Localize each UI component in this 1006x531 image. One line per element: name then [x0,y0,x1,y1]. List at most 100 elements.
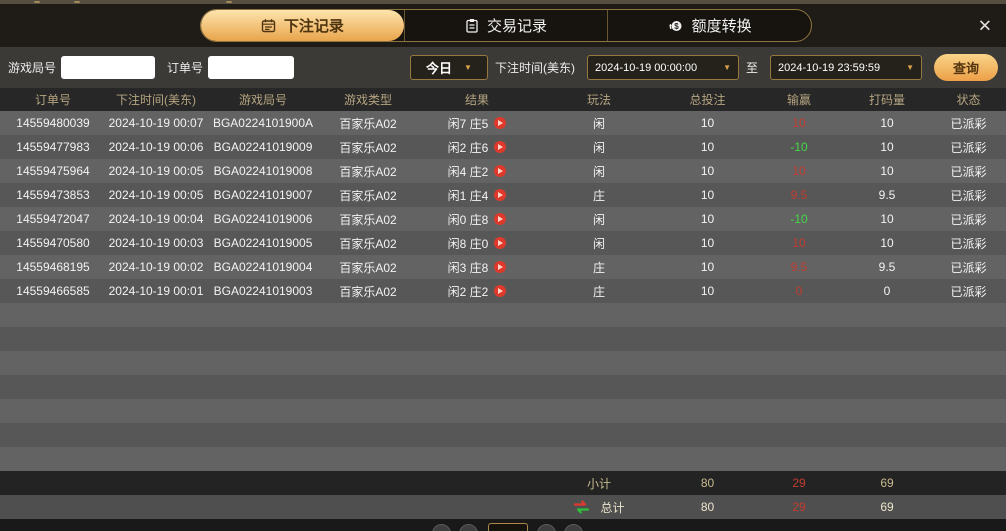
result-text: 闲2 庄2 [447,284,489,299]
cell-turnover: 9.5 [878,260,896,274]
start-time-select[interactable]: 2024-10-19 00:00:00 ▼ [586,55,739,80]
cell-status: 已派彩 [950,260,987,275]
cell-bet-time: 2024-10-19 00:06 [108,140,204,154]
cell-play: 闲 [592,116,605,131]
table-row: 14559472047 2024-10-19 00:04 BGA02241019… [0,207,1006,231]
swap-arrows-icon [573,500,590,514]
date-preset-value: 今日 [426,61,453,76]
cell-bet-time: 2024-10-19 00:01 [108,284,204,298]
table-row: 14559475964 2024-10-19 00:05 BGA02241019… [0,159,1006,183]
close-icon[interactable]: ✕ [977,16,992,35]
cell-turnover: 10 [880,164,894,178]
pagination-button[interactable] [537,524,556,531]
header-total-bet: 总投注 [689,93,726,107]
cell-winloss: 10 [792,236,806,250]
calendar-icon [261,18,276,33]
subtotal-label: 小计 [586,476,611,491]
cell-game-type: 百家乐A02 [339,140,397,155]
play-icon[interactable] [494,165,507,177]
cell-game-round: BGA02241019008 [213,164,313,178]
cell-order: 14559468195 [16,260,90,274]
play-icon[interactable] [494,117,507,129]
cell-winloss: -10 [790,212,808,226]
play-icon[interactable] [494,213,507,225]
header-winloss: 输赢 [786,93,811,107]
tab-quota-transfer[interactable]: $ 额度转换 [607,10,811,41]
pagination-page-box[interactable] [488,523,528,531]
header-order: 订单号 [34,93,71,107]
cell-bet-time: 2024-10-19 00:03 [108,236,204,250]
end-time-select[interactable]: 2024-10-19 23:59:59 ▼ [770,55,922,80]
play-icon[interactable] [494,141,507,153]
order-no-input[interactable] [208,56,295,79]
cell-game-type: 百家乐A02 [339,164,397,179]
result-text: 闲4 庄2 [447,164,489,179]
date-preset-select[interactable]: 今日 ▼ [409,55,488,80]
cell-result: 闲8 庄0 [416,235,538,252]
tab-transaction-records[interactable]: 交易记录 [403,10,608,41]
order-no-label: 订单号 [167,61,204,75]
cell-game-round: BGA02241019003 [213,284,313,298]
cell-status: 已派彩 [950,236,987,251]
subtotal-turnover: 69 [880,476,894,490]
pagination-button[interactable] [564,524,583,531]
cell-play: 闲 [592,212,605,227]
table-row: 14559480039 2024-10-19 00:07 BGA02241019… [0,111,1006,135]
cell-winloss: 9.5 [790,188,808,202]
cell-turnover: 10 [880,236,894,250]
empty-row [0,351,1006,375]
pagination-button[interactable] [459,524,478,531]
cell-total-bet: 10 [700,188,715,202]
tab-bet-records[interactable]: 下注记录 [201,10,404,41]
game-round-input[interactable] [61,56,156,79]
cell-bet-time: 2024-10-19 00:05 [108,164,204,178]
play-icon[interactable] [494,285,507,297]
svg-text:$: $ [674,21,679,30]
empty-row [0,399,1006,423]
cell-game-round: BGA02241019007 [213,188,313,202]
cell-status: 已派彩 [950,116,987,131]
filter-right-group: 今日 ▼ 下注时间(美东) 2024-10-19 00:00:00 ▼ 至 20… [409,54,998,81]
cell-total-bet: 10 [700,236,715,250]
cell-order: 14559472047 [16,212,90,226]
cell-result: 闲7 庄5 [416,115,538,132]
query-button[interactable]: 查询 [934,54,998,81]
play-icon[interactable] [494,189,507,201]
result-text: 闲2 庄6 [447,140,489,155]
titlebar: 下注记录 交易记录 $ [0,4,1006,47]
subtotal-bet: 80 [700,476,715,490]
cell-order: 14559480039 [16,116,90,130]
empty-row [0,447,1006,471]
pagination-bar [0,519,1006,531]
chevron-down-icon: ▼ [464,63,472,72]
result-text: 闲7 庄5 [447,116,489,131]
cell-result: 闲0 庄8 [416,211,538,228]
cell-order: 14559477983 [16,140,90,154]
tab-label: 下注记录 [283,18,344,35]
cell-order: 14559466585 [16,284,90,298]
tab-group: 下注记录 交易记录 $ [200,9,812,42]
table-row: 14559473853 2024-10-19 00:05 BGA02241019… [0,183,1006,207]
table-row: 14559466585 2024-10-19 00:01 BGA02241019… [0,279,1006,303]
play-icon[interactable] [494,237,507,249]
play-icon[interactable] [494,261,507,273]
table-row: 14559477983 2024-10-19 00:06 BGA02241019… [0,135,1006,159]
pagination-button[interactable] [432,524,451,531]
cell-result: 闲2 庄2 [416,283,538,300]
cell-game-round: BGA02241019006 [213,212,313,226]
tab-label: 交易记录 [487,18,548,35]
cell-result: 闲4 庄2 [416,163,538,180]
cell-turnover: 10 [880,140,894,154]
cell-game-type: 百家乐A02 [339,188,397,203]
cell-game-round: BGA02241019004 [213,260,313,274]
result-text: 闲0 庄8 [447,212,489,227]
header-game-round: 游戏局号 [238,93,287,107]
table-row: 14559470580 2024-10-19 00:03 BGA02241019… [0,231,1006,255]
total-label-cell: 总计 [538,499,660,516]
cell-turnover: 0 [883,284,891,298]
cell-result: 闲3 庄8 [416,259,538,276]
cell-play: 闲 [592,140,605,155]
decoration [34,1,40,3]
cell-status: 已派彩 [950,140,987,155]
